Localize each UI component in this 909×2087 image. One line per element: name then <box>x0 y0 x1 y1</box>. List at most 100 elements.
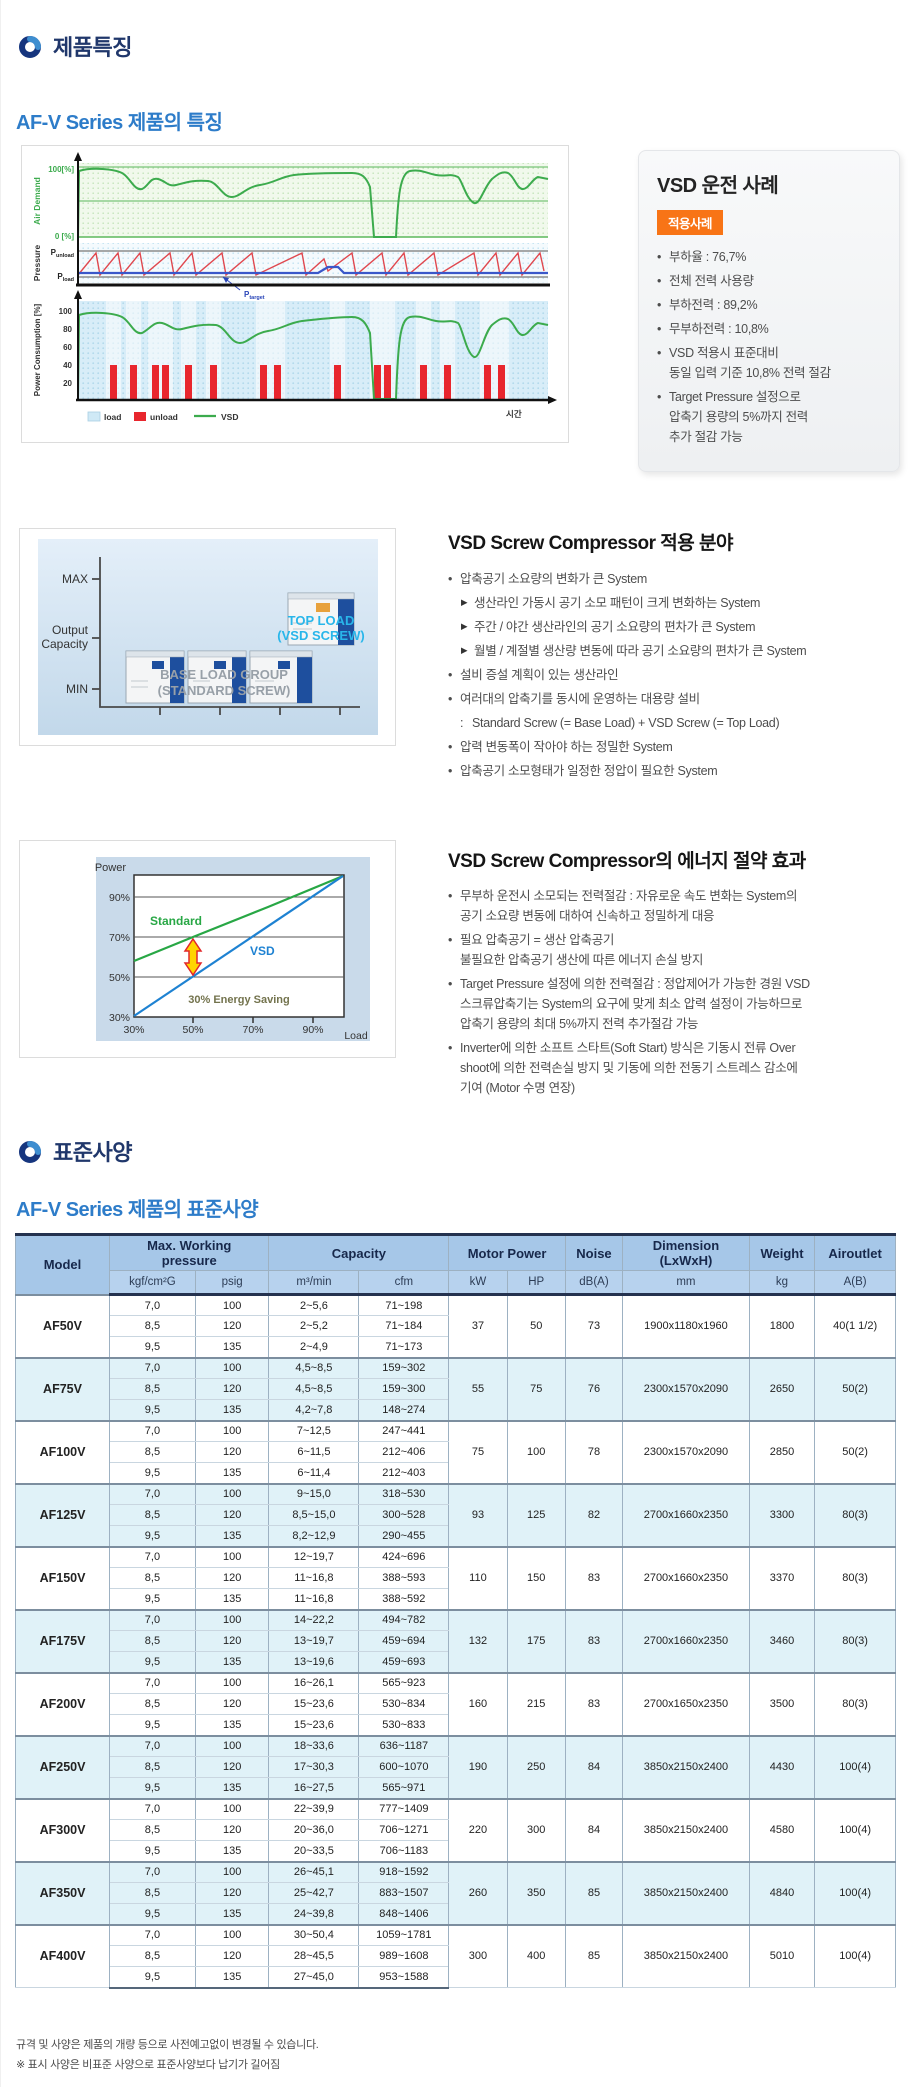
spec-cell: 706~1271 <box>358 1819 450 1841</box>
spec-cell: 16~27,5 <box>268 1777 360 1799</box>
col-header-dimension: Dimension (LxWxH) <box>622 1233 750 1271</box>
spec-cell: 100 <box>194 1608 270 1631</box>
spec-cell: 220 <box>448 1797 508 1862</box>
unit-mm: mm <box>622 1270 750 1296</box>
spec-cell: 3850x2150x2400 <box>622 1860 750 1925</box>
spec-cell: 388~592 <box>358 1588 450 1610</box>
spec-row: AF50V 7,0 100 2~5,6 71~198 37 50 73 1900x1180x19… <box>14 1293 896 1358</box>
unload-bars <box>110 365 505 399</box>
spec-cell: 2650 <box>748 1356 816 1421</box>
spec-cell: 120 <box>194 1882 270 1904</box>
y-tick: 90% <box>108 892 129 904</box>
unit-ab: A(B) <box>814 1270 896 1296</box>
spec-cell: 7,0 <box>109 1608 196 1631</box>
spec-row: AF400V 7,0 100 30~50,4 1059~1781 300 400 85 3850… <box>14 1923 896 1988</box>
spec-row: AF150V 7,0 100 12~19,7 424~696 110 150 83 2700x1… <box>14 1545 896 1610</box>
section1-subtitle: AF-V Series 제품의 특징 <box>16 112 223 134</box>
time-axis-label: 시간 <box>506 409 522 419</box>
energy-saving-chart: Power 90% 70% 50% 30% 30% 50% 70% 90% Lo… <box>94 857 370 1042</box>
spec-cell: 3850x2150x2400 <box>622 1797 750 1862</box>
spec-cell: 100 <box>506 1419 566 1484</box>
spec-cell: 8,2~12,9 <box>268 1525 360 1547</box>
spec-cell: 120 <box>194 1504 270 1526</box>
spec-cell: 78 <box>564 1419 624 1484</box>
col-header-model: Model <box>14 1233 111 1295</box>
spec-cell: 75 <box>506 1356 566 1421</box>
spec-cell: 883~1507 <box>358 1882 450 1904</box>
spec-cell: 120 <box>194 1945 270 1967</box>
spec-cell: 300 <box>448 1923 508 1988</box>
spec-cell: 1900x1180x1960 <box>622 1293 750 1358</box>
spec-cell: 7,0 <box>109 1860 196 1883</box>
spec-cell: 100 <box>194 1482 270 1505</box>
spec-cell: 3460 <box>748 1608 816 1673</box>
spec-row: 8,5 120 20~36,0 706~1271 <box>16 1819 896 1841</box>
spec-cell: 9,5 <box>109 1336 196 1358</box>
list-item: • Inverter에 의한 소프트 스타트(Soft Start) 방식은 기동… <box>448 1041 798 1095</box>
saving-label: 30% Energy Saving <box>188 994 290 1006</box>
spec-cell: 15~23,6 <box>268 1714 360 1736</box>
vsd-line <box>132 875 344 1017</box>
spec-cell: 8,5~15,0 <box>268 1504 360 1526</box>
spec-cell: 100(4) <box>814 1797 896 1862</box>
spec-cell: 30~50,4 <box>268 1923 360 1946</box>
spec-cell: 6~11,4 <box>268 1462 360 1484</box>
operation-chart-box: 100[%] 0 [%] Air Demand Punload Pload Pt… <box>21 145 569 443</box>
list-item: • Target Pressure 설정으로 압축기 용량의 5%까지 전력 추가… <box>657 390 808 444</box>
spec-table-wrap: Model Max. Working pressure Capacity Mot… <box>14 1233 896 1989</box>
spec-cell: 20~33,5 <box>268 1840 360 1862</box>
spec-cell: 93 <box>448 1482 508 1547</box>
spec-cell: 100 <box>194 1293 270 1316</box>
spec-row: AF300V 7,0 100 22~39,9 777~1409 220 300 84 3850x… <box>14 1797 896 1862</box>
spec-cell: 8,5 <box>109 1441 196 1463</box>
vsd-operation-chart: 100[%] 0 [%] Air Demand Punload Pload Pt… <box>32 152 557 422</box>
pressure-sawtooth-line <box>77 251 545 277</box>
spec-cell: 777~1409 <box>358 1797 450 1820</box>
spec-cell: 80(3) <box>814 1545 896 1610</box>
spec-cell: 400 <box>506 1923 566 1988</box>
spec-cell: 80(3) <box>814 1671 896 1736</box>
spec-cell: 22~39,9 <box>268 1797 360 1820</box>
spec-cell: 84 <box>564 1797 624 1862</box>
standard-label: Standard <box>150 914 202 928</box>
spec-cell: 20~36,0 <box>268 1819 360 1841</box>
spec-cell: 71~198 <box>358 1293 450 1316</box>
spec-cell: 459~694 <box>358 1630 450 1652</box>
spec-cell: 71~184 <box>358 1315 450 1337</box>
spec-cell: 100 <box>194 1734 270 1757</box>
p-load-label: Pload <box>57 272 74 283</box>
col-header-capacity: Capacity <box>268 1233 450 1271</box>
spec-cell: 135 <box>194 1966 270 1989</box>
power-tick: 20 <box>63 379 72 388</box>
standard-line <box>133 874 343 963</box>
spec-cell: 388~593 <box>358 1567 450 1589</box>
spec-row: AF350V 7,0 100 26~45,1 918~1592 260 350 85 3850x… <box>14 1860 896 1925</box>
unit-kw: kW <box>448 1270 508 1296</box>
spec-cell: 212~406 <box>358 1441 450 1463</box>
spec-cell: 50(2) <box>814 1356 896 1421</box>
energy-chart-box: Power 90% 70% 50% 30% 30% 50% 70% 90% Lo… <box>19 840 396 1058</box>
spec-row: 8,5 120 8,5~15,0 300~528 <box>16 1504 896 1526</box>
spec-row: 9,5 135 16~27,5 565~971 <box>16 1777 896 1799</box>
spec-cell: 530~834 <box>358 1693 450 1715</box>
footnotes: 규격 및 사양은 제품의 개량 등으로 사전예고없이 변경될 수 있습니다. ※… <box>16 2036 319 2076</box>
spec-cell: 83 <box>564 1671 624 1736</box>
vsd-pressure-line <box>78 265 548 275</box>
spec-cell: 85 <box>564 1923 624 1988</box>
p-unload-label: Punload <box>51 248 74 259</box>
power-label: Power <box>94 862 126 874</box>
spec-cell: 7,0 <box>109 1923 196 1946</box>
spec-row: 8,5 120 25~42,7 883~1507 <box>16 1882 896 1904</box>
case-badge: 적용사례 <box>657 210 724 235</box>
spec-cell: 3850x2150x2400 <box>622 1734 750 1799</box>
spec-cell: 7,0 <box>109 1293 196 1316</box>
list-item: • 필요 압축공기 = 생산 압축공기 불필요한 압축공기 생산에 따른 에너지 … <box>448 933 704 967</box>
top-load-sublabel: (VSD SCREW) <box>277 628 364 643</box>
spec-row: 9,5 135 27~45,0 953~1588 <box>16 1966 896 1989</box>
air-0-label: 0 [%] <box>55 232 74 241</box>
vsd-case-panel: VSD 운전 사례 적용사례 • 부하율 : 76,7% • 전체 전력 사용량 • 부하… <box>638 150 900 472</box>
spec-cell: 25~42,7 <box>268 1882 360 1904</box>
energy-list: • 무부하 운전시 소모되는 전력절감 : 자유로운 속도 변화는 System의… <box>448 886 909 1098</box>
spec-cell: 2~5,6 <box>268 1293 360 1316</box>
spec-cell: 7,0 <box>109 1419 196 1442</box>
